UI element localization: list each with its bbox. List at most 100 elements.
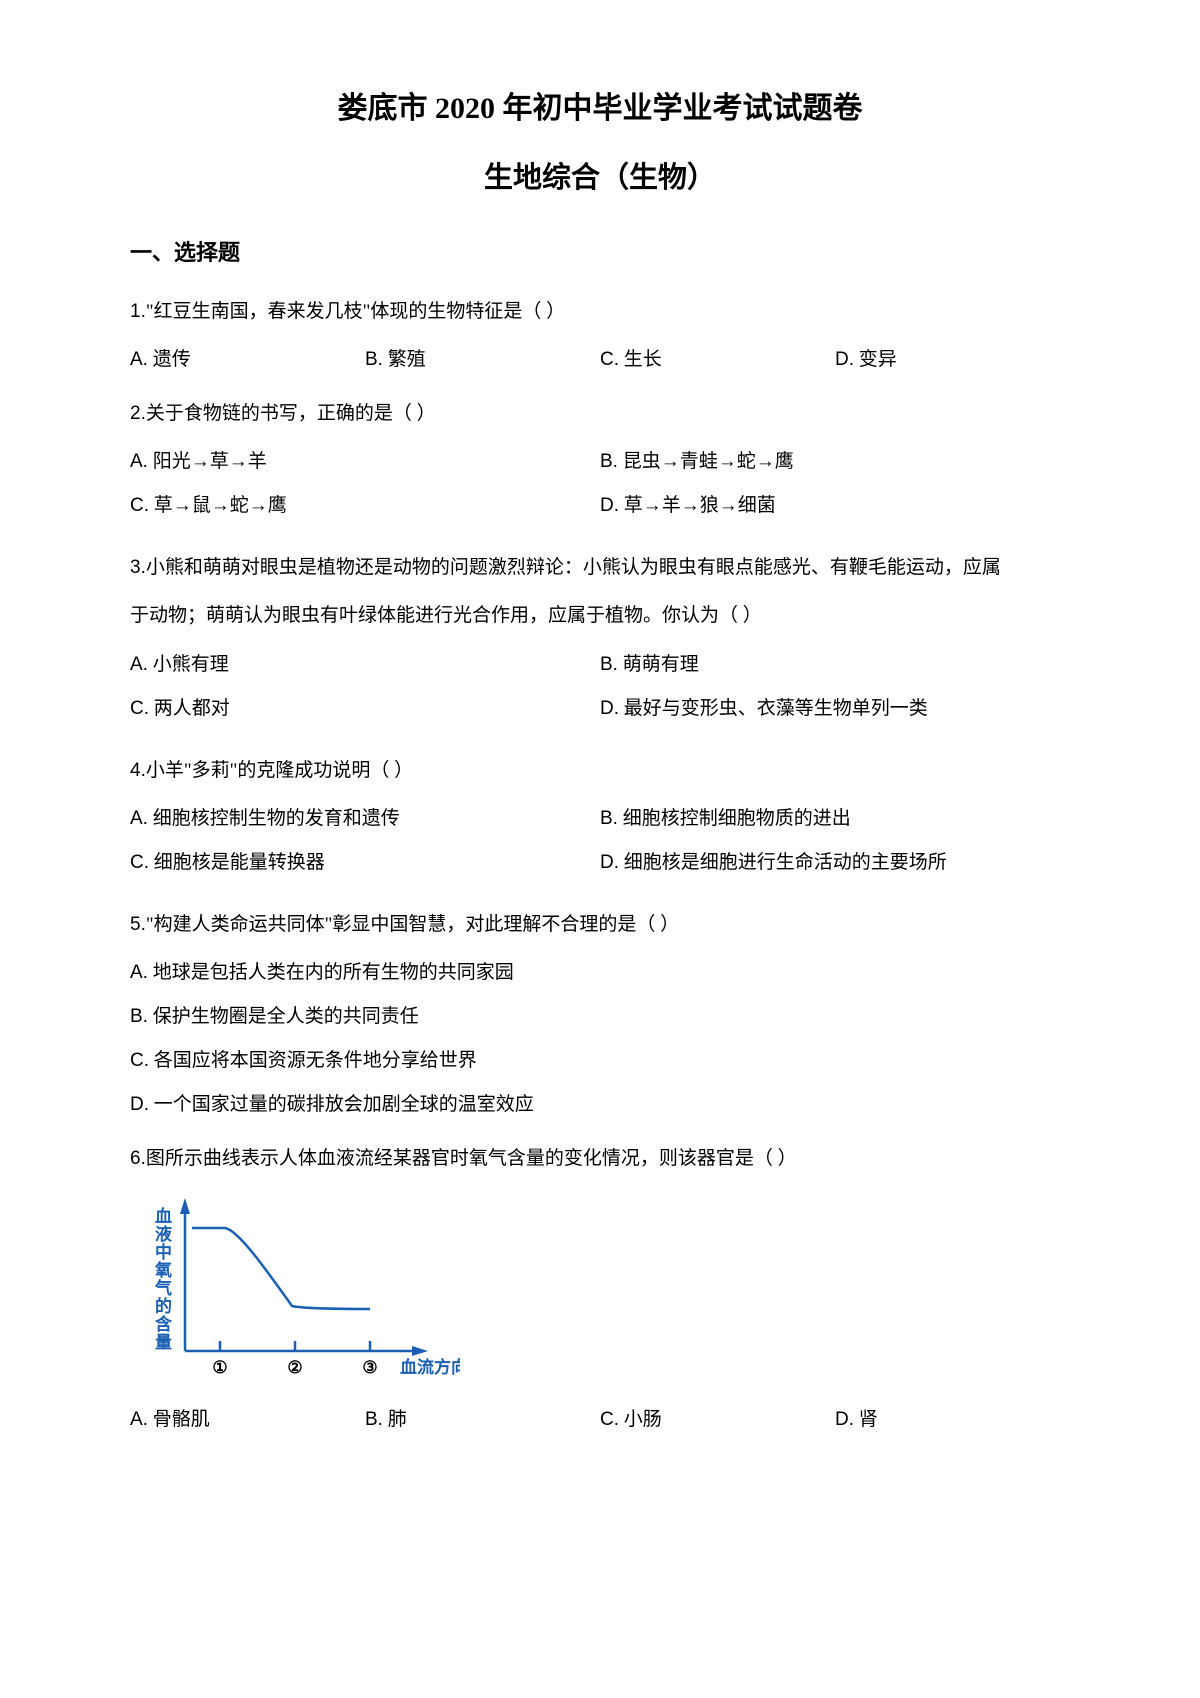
question: 6.图所示曲线表示人体血液流经某器官时氧气含量的变化情况，则该器官是（ ） ① ② ③… (130, 1141, 1070, 1437)
option: D. 最好与变形虫、衣藻等生物单列一类 (600, 691, 1070, 727)
option-text: 草→羊→狼→细菌 (624, 495, 776, 516)
options: A. 地球是包括人类在内的所有生物的共同家园 B. 保护生物圈是全人类的共同责任 C… (130, 955, 1070, 1123)
question: 2.关于食物链的书写，正确的是（ ）A. 阳光→草→羊B. 昆虫→青蛙→蛇→鹰C… (130, 396, 1070, 532)
option-text: 细胞核控制生物的发育和遗传 (153, 808, 400, 829)
option: D. 肾 (835, 1402, 1070, 1438)
question: 5."构建人类命运共同体"彰显中国智慧，对此理解不合理的是（ ） A. 地球是包括… (130, 907, 1070, 1123)
question-stem-text: 小熊和萌萌对眼虫是植物还是动物的问题激烈辩论：小熊认为眼虫有眼点能感光、有鞭毛能… (146, 557, 1001, 578)
option: A. 阳光→草→羊 (130, 444, 600, 480)
option: B. 萌萌有理 (600, 647, 1070, 683)
question-number: 5. (130, 914, 146, 935)
question-stem-cont: 于动物；萌萌认为眼虫有叶绿体能进行光合作用，应属于植物。你认为（ ） (130, 598, 1070, 634)
option: B. 细胞核控制细胞物质的进出 (600, 801, 1070, 837)
option-text: 肺 (388, 1409, 407, 1430)
option: B. 保护生物圈是全人类的共同责任 (130, 999, 1070, 1035)
option-text: 两人都对 (154, 698, 230, 719)
option-label: D. (600, 852, 619, 873)
options: A. 骨骼肌B. 肺C. 小肠D. 肾 (130, 1402, 1070, 1438)
options: A. 遗传B. 繁殖C. 生长D. 变异 (130, 342, 1070, 378)
tick-label: ① (212, 1358, 227, 1377)
option: D. 一个国家过量的碳排放会加剧全球的温室效应 (130, 1087, 1070, 1123)
option: C. 生长 (600, 342, 835, 378)
option-text: 细胞核是细胞进行生命活动的主要场所 (624, 852, 947, 873)
tick-label: ② (287, 1358, 302, 1377)
question-stem: 2.关于食物链的书写，正确的是（ ） (130, 396, 1070, 432)
option-text: 变异 (859, 349, 897, 370)
option-label: D. (600, 698, 619, 719)
tick-label: ③ (362, 1358, 377, 1377)
option-label: A. (130, 1409, 148, 1430)
question-stem-text: 关于食物链的书写，正确的是（ ） (146, 403, 436, 424)
option: A. 遗传 (130, 342, 365, 378)
option-text: 保护生物圈是全人类的共同责任 (153, 1006, 419, 1027)
option: C. 细胞核是能量转换器 (130, 845, 600, 881)
option: A. 细胞核控制生物的发育和遗传 (130, 801, 600, 837)
option-text: 细胞核是能量转换器 (154, 852, 325, 873)
option-label: B. (365, 1409, 383, 1430)
exam-title-line1: 娄底市 2020 年初中毕业学业考试试题卷 (130, 80, 1070, 137)
question-stem-text: 小羊"多莉"的克隆成功说明（ ） (146, 760, 413, 781)
option: D. 细胞核是细胞进行生命活动的主要场所 (600, 845, 1070, 881)
option-label: A. (130, 962, 148, 983)
option-text: 小熊有理 (153, 654, 229, 675)
option-label: B. (600, 451, 618, 472)
question-number: 6. (130, 1148, 146, 1169)
option-text: 细胞核控制细胞物质的进出 (623, 808, 851, 829)
options: A. 细胞核控制生物的发育和遗传B. 细胞核控制细胞物质的进出C. 细胞核是能量… (130, 801, 1070, 889)
question-stem: 3.小熊和萌萌对眼虫是植物还是动物的问题激烈辩论：小熊认为眼虫有眼点能感光、有鞭… (130, 550, 1070, 586)
question-stem-text: "红豆生南国，春来发几枝"体现的生物特征是（ ） (146, 301, 565, 322)
options: A. 阳光→草→羊B. 昆虫→青蛙→蛇→鹰C. 草→鼠→蛇→鹰D. 草→羊→狼→… (130, 444, 1070, 532)
option: D. 草→羊→狼→细菌 (600, 488, 1070, 524)
question-number: 3. (130, 557, 146, 578)
question-number: 4. (130, 760, 146, 781)
x-axis-label: 血流方向 (400, 1357, 460, 1377)
y-axis-label: 血液中氧气的含量 (154, 1206, 173, 1352)
option-text: 阳光→草→羊 (153, 451, 267, 472)
option-text: 草→鼠→蛇→鹰 (154, 495, 287, 516)
option-text: 繁殖 (388, 349, 426, 370)
option-label: A. (130, 349, 148, 370)
option: A. 骨骼肌 (130, 1402, 365, 1438)
question: 1."红豆生南国，春来发几枝"体现的生物特征是（ ）A. 遗传B. 繁殖C. 生… (130, 294, 1070, 378)
question-stem-text: "构建人类命运共同体"彰显中国智慧，对此理解不合理的是（ ） (146, 914, 679, 935)
option: B. 昆虫→青蛙→蛇→鹰 (600, 444, 1070, 480)
option-text: 生长 (624, 349, 662, 370)
option-label: A. (130, 451, 148, 472)
option: C. 各国应将本国资源无条件地分享给世界 (130, 1043, 1070, 1079)
option-text: 地球是包括人类在内的所有生物的共同家园 (153, 962, 514, 983)
option-label: A. (130, 654, 148, 675)
exam-title-line2: 生地综合（生物） (130, 151, 1070, 206)
question: 3.小熊和萌萌对眼虫是植物还是动物的问题激烈辩论：小熊认为眼虫有眼点能感光、有鞭… (130, 550, 1070, 734)
option-text: 萌萌有理 (623, 654, 699, 675)
option-label: B. (365, 349, 383, 370)
question-stem-text: 图所示曲线表示人体血液流经某器官时氧气含量的变化情况，则该器官是（ ） (146, 1148, 797, 1169)
option-label: D. (130, 1094, 149, 1115)
question-stem: 5."构建人类命运共同体"彰显中国智慧，对此理解不合理的是（ ） (130, 907, 1070, 943)
option-label: A. (130, 808, 148, 829)
question-stem: 6.图所示曲线表示人体血液流经某器官时氧气含量的变化情况，则该器官是（ ） (130, 1141, 1070, 1177)
question-stem: 4.小羊"多莉"的克隆成功说明（ ） (130, 753, 1070, 789)
option-label: C. (600, 349, 619, 370)
option: B. 肺 (365, 1402, 600, 1438)
oxygen-curve-figure: ① ② ③ 血液中氧气的含量血流方向 (130, 1196, 1070, 1386)
option-text: 肾 (859, 1409, 878, 1430)
option-text: 小肠 (624, 1409, 662, 1430)
section-heading: 一、选择题 (130, 232, 1070, 274)
option-text: 各国应将本国资源无条件地分享给世界 (154, 1050, 477, 1071)
option: A. 地球是包括人类在内的所有生物的共同家园 (130, 955, 1070, 991)
option-label: B. (130, 1006, 148, 1027)
option: C. 小肠 (600, 1402, 835, 1438)
option: D. 变异 (835, 342, 1070, 378)
option-label: D. (600, 495, 619, 516)
option-label: D. (835, 1409, 854, 1430)
option-text: 遗传 (153, 349, 191, 370)
option-label: C. (130, 495, 149, 516)
question-stem: 1."红豆生南国，春来发几枝"体现的生物特征是（ ） (130, 294, 1070, 330)
option-label: C. (130, 852, 149, 873)
question: 4.小羊"多莉"的克隆成功说明（ ）A. 细胞核控制生物的发育和遗传B. 细胞核… (130, 753, 1070, 889)
option-label: B. (600, 654, 618, 675)
option-label: C. (130, 698, 149, 719)
option: C. 两人都对 (130, 691, 600, 727)
option: A. 小熊有理 (130, 647, 600, 683)
question-number: 2. (130, 403, 146, 424)
